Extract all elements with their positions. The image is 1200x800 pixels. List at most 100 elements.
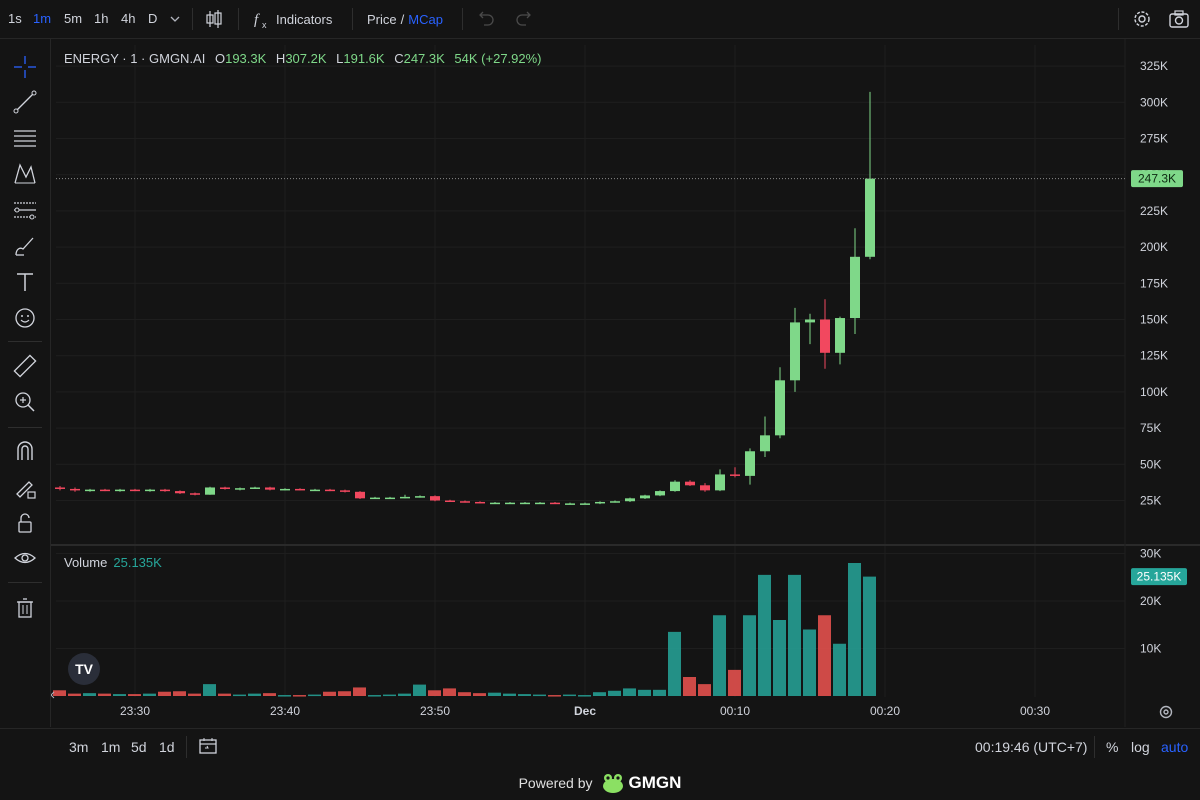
trash-icon[interactable]: [10, 593, 40, 623]
candle-body: [865, 178, 875, 257]
volume-bar: [83, 693, 96, 696]
candle-body: [730, 474, 740, 476]
tradingview-logo: TV: [68, 653, 100, 685]
text-tool-icon[interactable]: [10, 267, 40, 297]
volume-bar: [503, 693, 516, 696]
volume-bar: [668, 631, 681, 696]
time-tick-label: 00:30: [1020, 704, 1050, 718]
candle-body: [295, 488, 305, 491]
volume-bar: [413, 684, 426, 696]
unlock-icon[interactable]: [10, 508, 40, 538]
volume-bar: [53, 690, 66, 696]
last-price-label-bg: [1131, 170, 1183, 188]
volume-bar: [608, 690, 621, 696]
auto-toggle[interactable]: auto: [1161, 739, 1189, 755]
candle-body: [430, 496, 440, 501]
volume-bar: [428, 690, 441, 696]
timeframe-4h[interactable]: 4h: [121, 11, 136, 26]
clock-timezone[interactable]: 00:19:46 (UTC+7): [975, 739, 1088, 755]
candle-style-icon[interactable]: [204, 6, 224, 32]
candle-body: [85, 489, 95, 492]
volume-bar: [713, 615, 726, 696]
candle-body: [790, 322, 800, 381]
timeframe-1m[interactable]: 1m: [33, 11, 52, 26]
volume-bar: [368, 695, 381, 697]
eye-icon[interactable]: [10, 543, 40, 573]
candle-body: [850, 256, 860, 319]
timeframe-1s[interactable]: 1s: [8, 11, 22, 26]
redo-icon[interactable]: [514, 6, 532, 32]
range-3m[interactable]: 3m: [69, 739, 89, 755]
volume-bar: [758, 574, 771, 696]
volume-bar: [383, 694, 396, 697]
candle-body: [820, 319, 830, 353]
lock-drawing-icon[interactable]: [10, 472, 40, 502]
volume-bar: [623, 688, 636, 696]
magnet-icon[interactable]: [10, 436, 40, 466]
trend-line-icon[interactable]: [10, 87, 40, 117]
candle-body: [595, 501, 605, 504]
volume-bar: [203, 684, 216, 696]
time-tick-label: Dec: [574, 704, 596, 718]
change-value: 54K (+27.92%): [454, 51, 542, 66]
timeframe-dropdown-icon[interactable]: [168, 6, 182, 32]
settings-gear-icon[interactable]: [1131, 6, 1153, 32]
candle-body: [565, 503, 575, 505]
timeframe-1h[interactable]: 1h: [94, 11, 109, 26]
powered-by-text: Powered by: [518, 774, 593, 791]
range-1d[interactable]: 1d: [159, 739, 175, 755]
camera-icon[interactable]: [1168, 6, 1190, 32]
time-axis: 23:30 23:40 23:50 Dec 00:10 00:20 00:30: [120, 704, 1050, 718]
candle-body: [250, 487, 260, 489]
candle-body: [160, 489, 170, 492]
percent-toggle[interactable]: %: [1106, 739, 1119, 755]
range-5d[interactable]: 5d: [131, 739, 147, 755]
svg-text:x: x: [262, 20, 267, 30]
open-key: O: [214, 51, 226, 66]
volume-bar: [323, 691, 336, 696]
candle-body: [460, 501, 470, 503]
fib-retracement-icon[interactable]: [10, 195, 40, 225]
ruler-icon[interactable]: [10, 351, 40, 381]
candle-body: [640, 495, 650, 499]
candle-body: [100, 489, 110, 492]
pattern-tool-icon[interactable]: [10, 159, 40, 189]
candle-body: [625, 498, 635, 502]
volume-bar: [188, 693, 201, 696]
volume-bar: [143, 693, 156, 696]
volume-bar: [353, 687, 366, 696]
log-toggle[interactable]: log: [1131, 739, 1150, 755]
brush-icon[interactable]: [10, 231, 40, 261]
volume-bar: [398, 693, 411, 696]
symbol-title[interactable]: ENERGY · 1 · GMGN.AI: [64, 51, 206, 66]
candle-body: [475, 501, 485, 504]
candle-body: [685, 481, 695, 486]
gmgn-brand[interactable]: GMGN: [628, 772, 682, 792]
undo-icon[interactable]: [478, 6, 496, 32]
volume-bar: [233, 694, 246, 697]
horizontal-lines-icon[interactable]: [10, 123, 40, 153]
timeframe-5m[interactable]: 5m: [64, 11, 83, 26]
volume-bar: [638, 689, 651, 696]
emoji-icon[interactable]: [10, 303, 40, 333]
volume-tick-label: 20K: [1140, 594, 1161, 608]
price-mcap-toggle[interactable]: Price / MCap: [367, 6, 443, 32]
volume-bar: [818, 615, 831, 696]
date-range-icon[interactable]: [197, 736, 219, 756]
volume-bar: [278, 695, 291, 697]
candle-body: [505, 502, 515, 505]
timeframe-D[interactable]: D: [148, 11, 158, 26]
range-1m[interactable]: 1m: [101, 739, 121, 755]
volume-bar: [653, 689, 666, 696]
volume-bar: [98, 693, 111, 696]
candle-body: [385, 497, 395, 500]
price-tick-label: 300K: [1140, 95, 1168, 109]
crosshair-icon[interactable]: [10, 52, 40, 82]
low-key: L: [336, 51, 344, 66]
zoom-in-icon[interactable]: [10, 387, 40, 417]
time-tick-label: 23:40: [270, 704, 300, 718]
